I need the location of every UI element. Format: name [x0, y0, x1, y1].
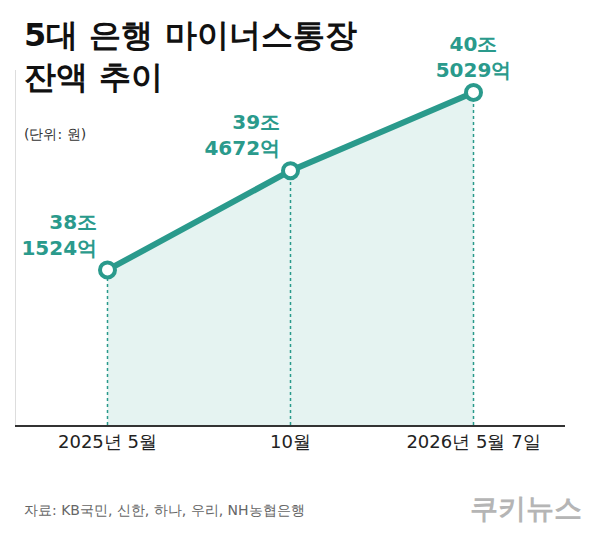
svg-text:40조5029억: 40조5029억: [436, 32, 512, 82]
svg-text:39조4672억: 39조4672억: [204, 110, 280, 160]
svg-text:(단위: 원): (단위: 원): [24, 126, 86, 142]
svg-text:쿠키뉴스: 쿠키뉴스: [470, 492, 582, 525]
svg-text:5대 은행 마이너스통장잔액 추이: 5대 은행 마이너스통장잔액 추이: [24, 16, 357, 96]
svg-text:2026년 5월 7일: 2026년 5월 7일: [406, 431, 540, 452]
svg-text:10월: 10월: [270, 431, 311, 452]
svg-text:2025년 5월: 2025년 5월: [58, 431, 157, 452]
svg-text:자료: KB국민, 신한, 하나, 우리, NH농협은행: 자료: KB국민, 신한, 하나, 우리, NH농협은행: [24, 502, 305, 518]
svg-text:38조1524억: 38조1524억: [21, 210, 97, 260]
